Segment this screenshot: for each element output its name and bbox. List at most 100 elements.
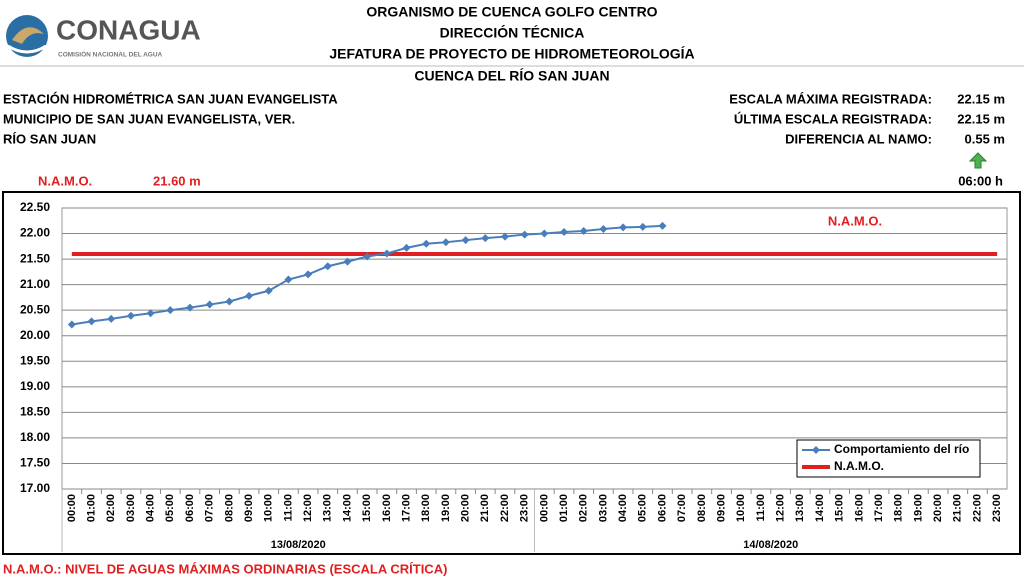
x-tick-label: 23:00: [991, 494, 1003, 522]
point-marker: [323, 262, 332, 271]
point-marker: [205, 300, 214, 309]
date-label: 13/08/2020: [271, 539, 326, 551]
point-marker: [245, 291, 254, 300]
point-marker: [402, 243, 411, 252]
point-marker: [363, 252, 372, 261]
y-tick-label: 20.50: [20, 302, 50, 316]
x-tick-label: 03:00: [597, 494, 609, 522]
namo-value: 21.60 m: [153, 173, 201, 188]
point-marker: [422, 239, 431, 248]
y-tick-label: 19.50: [20, 353, 50, 367]
x-tick-label: 02:00: [105, 494, 117, 522]
y-tick-label: 22.00: [20, 226, 50, 240]
legend-box: [796, 439, 981, 478]
point-marker: [126, 311, 135, 320]
time: 06:00 h: [958, 173, 1003, 188]
point-marker: [87, 317, 96, 326]
x-tick-label: 23:00: [519, 494, 531, 522]
x-tick-label: 02:00: [578, 494, 590, 522]
point-marker: [520, 230, 529, 239]
x-tick-label: 22:00: [499, 494, 511, 522]
x-tick-label: 18:00: [893, 494, 905, 522]
x-tick-label: 09:00: [243, 494, 255, 522]
x-tick-label: 16:00: [853, 494, 865, 522]
title: DIRECCIÓN TÉCNICA: [440, 24, 585, 41]
y-tick-label: 20.00: [20, 328, 50, 342]
x-tick-label: 06:00: [656, 494, 668, 522]
x-tick-label: 12:00: [302, 494, 314, 522]
point-marker: [185, 303, 194, 312]
legend-label: Comportamiento del río: [834, 442, 969, 456]
point-marker: [481, 234, 490, 243]
point-marker: [225, 297, 234, 306]
logo-icon: [6, 15, 48, 57]
x-tick-label: 03:00: [125, 494, 137, 522]
station: RÍO SAN JUAN: [3, 131, 96, 146]
x-tick-label: 04:00: [617, 494, 629, 522]
point-marker: [599, 224, 608, 233]
x-tick-label: 00:00: [538, 494, 550, 522]
x-tick-label: 10:00: [735, 494, 747, 522]
stat-value: 0.55 m: [965, 131, 1005, 146]
x-tick-label: 22:00: [971, 494, 983, 522]
point-marker: [166, 306, 175, 315]
x-tick-label: 15:00: [361, 494, 373, 522]
x-tick-label: 00:00: [66, 494, 78, 522]
up-arrow: [968, 152, 988, 169]
point-marker: [579, 226, 588, 235]
point-marker: [540, 229, 549, 238]
y-tick-label: 21.50: [20, 251, 50, 265]
x-tick-label: 13:00: [794, 494, 806, 522]
x-tick-label: 14:00: [814, 494, 826, 522]
stat-label: DIFERENCIA AL NAMO:: [785, 131, 932, 146]
annotation: N.A.M.O.: [828, 213, 882, 228]
logo-subtitle: COMISIÓN NACIONAL DEL AGUA: [58, 50, 163, 59]
x-tick-label: 17:00: [400, 494, 412, 522]
point-marker: [107, 314, 116, 323]
x-tick-label: 18:00: [420, 494, 432, 522]
footer: N.A.M.O.: NIVEL DE AGUAS MÁXIMAS ORDINAR…: [3, 561, 447, 576]
y-tick-label: 22.50: [20, 200, 50, 214]
point-marker: [560, 228, 569, 237]
x-tick-label: 13:00: [322, 494, 334, 522]
x-tick-label: 15:00: [834, 494, 846, 522]
x-tick-label: 06:00: [184, 494, 196, 522]
point-marker: [146, 309, 155, 318]
point-marker: [500, 232, 509, 241]
x-tick-label: 11:00: [755, 494, 767, 522]
x-tick-label: 08:00: [696, 494, 708, 522]
stat-value: 22.15 m: [957, 111, 1005, 126]
point-marker: [619, 223, 628, 232]
x-tick-label: 05:00: [164, 494, 176, 522]
x-tick-label: 04:00: [145, 494, 157, 522]
point-marker: [638, 222, 647, 231]
chart-frame: [2, 191, 1021, 555]
x-tick-label: 21:00: [952, 494, 964, 522]
title: JEFATURA DE PROYECTO DE HIDROMETEOROLOGÍ…: [329, 46, 694, 62]
x-tick-label: 14:00: [341, 494, 353, 522]
legend-marker: [812, 446, 820, 454]
x-tick-label: 11:00: [282, 494, 294, 522]
x-tick-label: 07:00: [676, 494, 688, 522]
point-marker: [284, 275, 293, 284]
x-tick-label: 01:00: [85, 494, 97, 522]
point-marker: [304, 270, 313, 279]
point-marker: [67, 320, 76, 329]
point-marker: [461, 236, 470, 245]
station: MUNICIPIO DE SAN JUAN EVANGELISTA, VER.: [3, 111, 295, 126]
x-tick-label: 10:00: [263, 494, 275, 522]
x-tick-label: 20:00: [932, 494, 944, 522]
station: ESTACIÓN HIDROMÉTRICA SAN JUAN EVANGELIS…: [3, 91, 338, 106]
point-marker: [264, 286, 273, 295]
date-label: 14/08/2020: [743, 539, 798, 551]
x-tick-label: 19:00: [912, 494, 924, 522]
x-tick-label: 05:00: [637, 494, 649, 522]
stat-value: 22.15 m: [957, 91, 1005, 106]
x-tick-label: 16:00: [381, 494, 393, 522]
stat-label: ÚLTIMA ESCALA REGISTRADA:: [734, 111, 932, 126]
x-tick-label: 01:00: [558, 494, 570, 522]
x-tick-label: 08:00: [223, 494, 235, 522]
point-marker: [658, 221, 667, 230]
title: ORGANISMO DE CUENCA GOLFO CENTRO: [366, 4, 657, 20]
